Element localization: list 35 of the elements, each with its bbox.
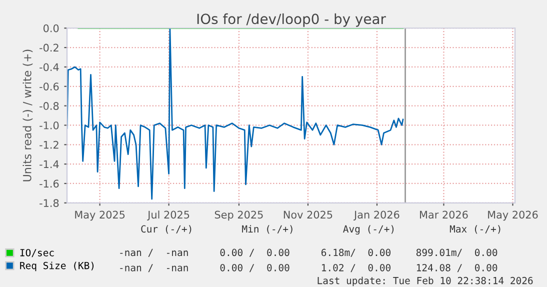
text: 0.00 / 0.00: [220, 248, 290, 257]
text: Min (-/+): [242, 225, 292, 234]
x-tick-label: Sep 2025: [214, 210, 263, 221]
chart-title: IOs for /dev/loop0 - by year: [197, 13, 386, 27]
y-axis-title: Units read (-) / write (+): [22, 50, 33, 182]
line-series: [67, 28, 404, 200]
text: -nan / -nan: [120, 248, 188, 257]
text: Last update: Tue Feb 10 22:38:14 2026: [318, 276, 533, 286]
text: 1.02 / 0.00: [322, 264, 390, 272]
legend-label: IO/sec: [20, 249, 54, 258]
x-tick-label: Jul 2025: [147, 210, 190, 221]
y-tick-label: -1.2: [40, 140, 58, 149]
legend-label: Req Size (KB): [20, 262, 94, 272]
y-tick-label: -1.6: [40, 180, 59, 188]
y-tick-label: -0.8: [40, 102, 59, 110]
y-tick-label: -0.6: [40, 82, 59, 90]
x-tick-label: May 2026: [488, 210, 538, 221]
x-tick-label: May 2025: [75, 210, 125, 221]
text: Max (-/+): [450, 225, 500, 234]
text: Avg (-/+): [343, 225, 394, 235]
y-tick-label: -0.4: [40, 63, 59, 72]
y-tick-label: -1.0: [40, 121, 59, 130]
x-tick-label: Jan 2026: [354, 210, 400, 221]
x-tick-label: Nov 2025: [284, 210, 332, 219]
x-tick-label: Mar 2026: [420, 210, 468, 219]
text: 0.00 / 0.00: [220, 264, 290, 272]
y-tick-label: 0.0: [43, 24, 59, 32]
text: 124.08 / 0.00: [416, 264, 498, 272]
y-tick-label: -0.2: [40, 44, 58, 52]
y-tick-label: -1.8: [40, 199, 59, 208]
text: Cur (-/+): [141, 225, 192, 234]
text: -nan / -nan: [120, 264, 188, 272]
text: 899.01m/ 0.00: [416, 248, 498, 257]
text: 6.18m/ 0.00: [322, 248, 390, 257]
y-tick-label: -1.4: [40, 160, 59, 168]
